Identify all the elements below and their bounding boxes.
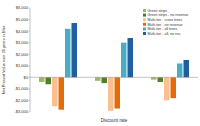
y-tick bbox=[29, 65, 31, 66]
y-tick-label: -$1,000 bbox=[14, 86, 28, 91]
y-tick bbox=[29, 54, 31, 55]
y-tick bbox=[29, 77, 31, 78]
legend-label: Multi-tier - cross trees bbox=[148, 18, 183, 22]
y-tick bbox=[29, 112, 31, 113]
bar bbox=[184, 60, 190, 77]
legend-label: Multi-tier - no revenue bbox=[148, 23, 183, 27]
legend-label: Multi-tier - all, no rev. bbox=[148, 32, 181, 36]
legend-label: Green strips - no revenue bbox=[148, 13, 189, 17]
legend-label: Multi-tier - all trees bbox=[148, 27, 178, 31]
y-tick bbox=[29, 42, 31, 43]
bar bbox=[52, 77, 58, 106]
bar bbox=[102, 77, 108, 83]
legend-swatch bbox=[143, 32, 146, 35]
y-axis bbox=[30, 8, 31, 112]
y-tick-label: -$3,000 bbox=[14, 109, 28, 114]
legend-swatch bbox=[143, 27, 146, 30]
y-tick bbox=[29, 88, 31, 89]
y-tick bbox=[29, 31, 31, 32]
y-tick bbox=[29, 8, 31, 9]
bar bbox=[95, 77, 101, 80]
y-tick-label: $2,000 bbox=[16, 52, 29, 57]
legend-swatch bbox=[143, 23, 146, 26]
y-tick-label: $4,000 bbox=[16, 29, 29, 34]
y-label: Net Present Value over 20 years in $/ha bbox=[1, 25, 6, 95]
legend-swatch bbox=[143, 18, 146, 21]
bar bbox=[108, 77, 114, 111]
bars bbox=[39, 23, 189, 111]
zero-line bbox=[30, 77, 198, 78]
y-tick-label: $6,000 bbox=[16, 5, 29, 10]
y-tick-label: $3,000 bbox=[16, 40, 29, 45]
bar bbox=[65, 29, 71, 78]
y-tick-label: -$2,000 bbox=[14, 98, 28, 103]
legend-swatch bbox=[143, 9, 146, 12]
y-tick bbox=[29, 19, 31, 20]
x-label: Discount rate bbox=[101, 118, 128, 123]
bar bbox=[177, 63, 183, 77]
bar bbox=[171, 77, 177, 98]
y-tick-label: $5,000 bbox=[16, 17, 29, 22]
bar bbox=[46, 77, 52, 84]
bar bbox=[39, 77, 45, 82]
bar bbox=[115, 77, 121, 108]
bar bbox=[72, 23, 78, 77]
bar bbox=[59, 77, 65, 109]
legend-label: Green strips bbox=[148, 9, 168, 13]
legend-swatch bbox=[143, 14, 146, 17]
bar bbox=[158, 77, 164, 82]
y-tick bbox=[29, 100, 31, 101]
legend: Green stripsGreen strips - no revenueMul… bbox=[143, 9, 188, 36]
y-tick-label: $0 bbox=[24, 75, 29, 80]
bar bbox=[164, 77, 170, 100]
bar bbox=[151, 77, 157, 79]
chart: -$3,000 -$2,000 -$1,000 $0 $1,000 $2,000 $3,00… bbox=[0, 0, 200, 126]
y-tick-label: $1,000 bbox=[16, 63, 29, 68]
bar bbox=[128, 38, 134, 77]
bar bbox=[121, 43, 127, 78]
